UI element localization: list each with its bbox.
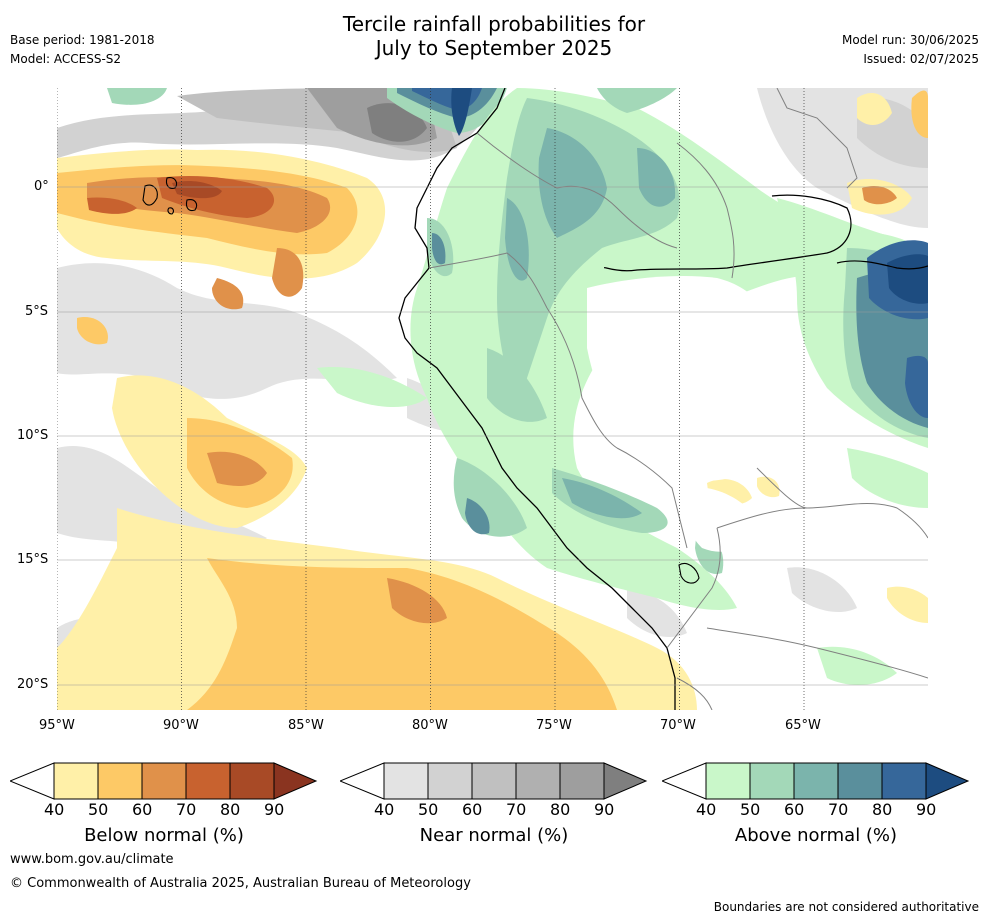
cb2-label: Near normal (%) — [419, 825, 569, 846]
colorbar-near-normal: 40 50 60 70 80 90 Near normal (%) — [338, 762, 648, 846]
lat-label-20s: 20°S — [17, 677, 49, 692]
cb2-tick-40: 40 — [374, 800, 395, 819]
cb3-tick-60: 60 — [784, 800, 805, 819]
cb1-tick-60: 60 — [132, 800, 153, 819]
cb1-tick-50: 50 — [88, 800, 109, 819]
cb2-tick-70: 70 — [506, 800, 527, 819]
above-normal-regions — [107, 88, 928, 685]
colorbar-swatch — [273, 762, 318, 800]
galapagos-islands — [142, 177, 198, 215]
cb2-tick-90: 90 — [594, 800, 615, 819]
cb2-tick-50: 50 — [418, 800, 439, 819]
title-line-2: July to September 2025 — [375, 36, 613, 60]
colorbar-swatch — [837, 762, 883, 800]
colorbar-swatch — [185, 762, 231, 800]
colorbar-swatch — [427, 762, 473, 800]
lat-label-0: 0° — [34, 179, 49, 194]
title-line-1: Tercile rainfall probabilities for — [342, 12, 646, 36]
colorbar-swatch — [471, 762, 517, 800]
colorbar-swatch — [53, 762, 99, 800]
copyright-text: © Commonwealth of Australia 2025, Austra… — [10, 876, 471, 891]
probability-map — [57, 88, 928, 710]
cb3-tick-40: 40 — [696, 800, 717, 819]
lon-label-90w: 90°W — [163, 718, 199, 733]
cb1-tick-80: 80 — [220, 800, 241, 819]
lon-label-80w: 80°W — [412, 718, 448, 733]
colorbar-swatch — [793, 762, 839, 800]
below-normal-regions — [57, 90, 928, 710]
colorbar-below-normal-swatches — [8, 762, 318, 800]
land-neutral-area — [587, 276, 791, 482]
lat-label-10s: 10°S — [17, 428, 49, 443]
lon-label-70w: 70°W — [660, 718, 696, 733]
lat-label-5s: 5°S — [25, 304, 49, 319]
colorbar-swatch — [559, 762, 605, 800]
colorbar-swatch — [749, 762, 795, 800]
lon-label-65w: 65°W — [785, 718, 821, 733]
model-text: Model: ACCESS-S2 — [10, 52, 122, 66]
lat-label-15s: 15°S — [17, 552, 49, 567]
base-period-text: Base period: 1981-2018 — [10, 33, 155, 47]
cb2-tick-60: 60 — [462, 800, 483, 819]
cb1-tick-90: 90 — [264, 800, 285, 819]
cb3-tick-80: 80 — [872, 800, 893, 819]
lon-label-85w: 85°W — [288, 718, 324, 733]
colorbar-near-normal-swatches — [338, 762, 648, 800]
colorbar-above-normal-swatches — [660, 762, 970, 800]
colorbar-above-normal: 40 50 60 70 80 90 Above normal (%) — [660, 762, 970, 846]
disclaimer-text: Boundaries are not considered authoritat… — [713, 900, 979, 914]
lon-label-75w: 75°W — [536, 718, 572, 733]
cb1-tick-40: 40 — [44, 800, 65, 819]
cb3-tick-50: 50 — [740, 800, 761, 819]
colorbar-swatch — [925, 762, 970, 800]
colorbar-below-normal: 40 50 60 70 80 90 Below normal (%) — [8, 762, 318, 846]
country-borders — [428, 88, 928, 710]
lon-label-95w: 95°W — [39, 718, 75, 733]
model-run-text: Model run: 30/06/2025 — [841, 33, 979, 47]
colorbar-swatch — [603, 762, 648, 800]
pacific-coastline — [398, 88, 676, 710]
colorbar-swatch — [97, 762, 143, 800]
colorbar-swatch — [705, 762, 751, 800]
colorbar-swatch — [141, 762, 187, 800]
website-link[interactable]: www.bom.gov.au/climate — [10, 852, 174, 867]
amazon-river — [604, 194, 852, 272]
cb1-label: Below normal (%) — [84, 825, 244, 846]
lake-titicaca — [678, 562, 700, 584]
cb2-tick-80: 80 — [550, 800, 571, 819]
map-title: Tercile rainfall probabilities for July … — [0, 12, 988, 60]
colorbar-swatch — [881, 762, 927, 800]
cb3-tick-70: 70 — [828, 800, 849, 819]
colorbar-swatch — [229, 762, 275, 800]
colorbar-swatch — [383, 762, 429, 800]
issued-text: Issued: 02/07/2025 — [863, 52, 979, 66]
colorbar-swatch — [515, 762, 561, 800]
cb3-tick-90: 90 — [916, 800, 937, 819]
cb3-label: Above normal (%) — [734, 825, 898, 846]
cb1-tick-70: 70 — [176, 800, 197, 819]
